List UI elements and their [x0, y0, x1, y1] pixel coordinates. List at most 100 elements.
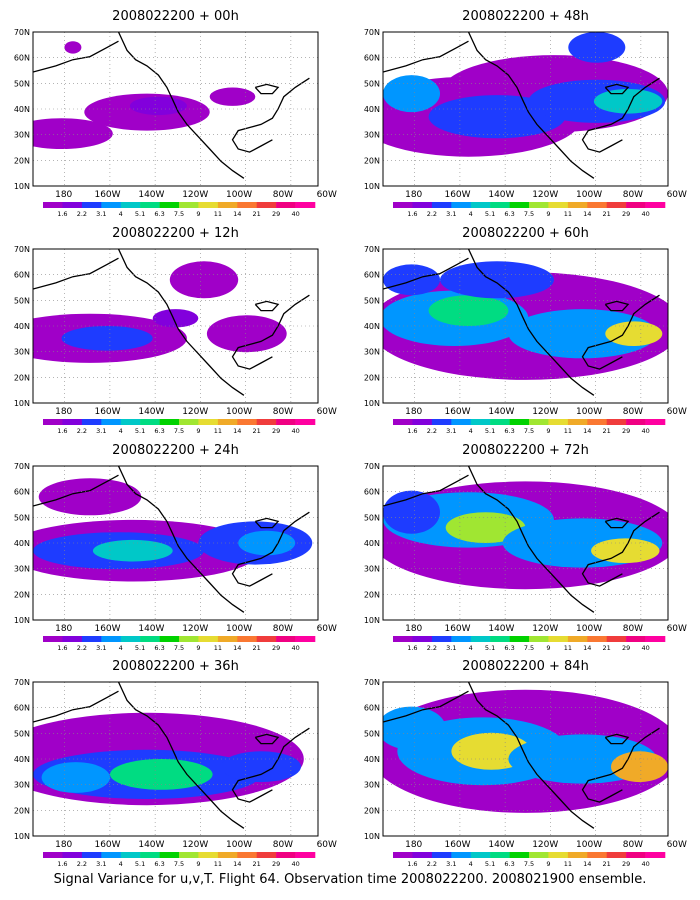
colorbar-label: 4 — [119, 427, 123, 435]
figure-caption: Signal Variance for u,v,T. Flight 64. Ob… — [53, 872, 647, 887]
colorbar-label: 7.5 — [524, 860, 534, 868]
colorbar-swatch — [529, 852, 549, 858]
longitude-label: 80W — [273, 190, 293, 200]
longitude-label: 80W — [623, 840, 643, 850]
colorbar-swatch — [509, 419, 530, 425]
colorbar-swatch — [217, 636, 238, 642]
latitude-label: 30N — [14, 565, 30, 574]
latitude-label: 40N — [364, 105, 380, 114]
variance-contour — [383, 490, 440, 534]
colorbar-swatch — [140, 202, 160, 208]
colorbar-label: 40 — [641, 644, 649, 652]
coastline-segment — [383, 690, 469, 723]
variance-contour — [611, 751, 668, 783]
coastline — [33, 466, 310, 613]
colorbar-swatch — [120, 852, 141, 858]
colorbar-label: 11 — [564, 860, 572, 868]
colorbar-swatch — [276, 202, 296, 208]
latitude-label: 60N — [364, 704, 380, 713]
latitude-label: 10N — [364, 616, 380, 625]
colorbar-label: 40 — [291, 860, 299, 868]
longitude-label: 180 — [405, 190, 422, 200]
longitude-label: 100W — [576, 624, 602, 634]
graticule — [383, 249, 668, 403]
colorbar-label: 9 — [196, 210, 200, 218]
colorbar-swatch — [43, 202, 63, 208]
latitude-label: 30N — [364, 131, 380, 140]
colorbar-label: 3.1 — [446, 210, 456, 218]
longitude-label: 140W — [488, 190, 514, 200]
map-frame — [382, 681, 669, 837]
colorbar-label: 14 — [233, 427, 241, 435]
colorbar-label: 14 — [583, 860, 591, 868]
colorbar-swatch — [645, 202, 666, 208]
latitude-label: 10N — [14, 616, 30, 625]
longitude-label: 140W — [488, 840, 514, 850]
latitude-label: 20N — [364, 590, 380, 599]
longitude-label: 160W — [94, 407, 120, 417]
variance-contour — [508, 309, 657, 359]
colorbar-swatch — [451, 419, 471, 425]
colorbar-label: 40 — [291, 210, 299, 218]
longitude-label: 120W — [182, 190, 208, 200]
latitude-label: 30N — [14, 348, 30, 357]
colorbar: 1.6 2.2 3.1 4 5.1 6.3 7.5 9 11 14 21 29 40 — [43, 852, 316, 868]
colorbar-label: 40 — [291, 427, 299, 435]
colorbar-swatch — [509, 202, 530, 208]
colorbar-label: 7.5 — [524, 427, 534, 435]
colorbar-swatch — [470, 636, 491, 642]
latitude-label: 40N — [364, 755, 380, 764]
colorbar-label: 6.3 — [504, 427, 514, 435]
colorbar-swatch — [256, 636, 277, 642]
colorbar-label: 1.6 — [407, 427, 417, 435]
colorbar-swatch — [179, 419, 199, 425]
latitude-label: 60N — [364, 488, 380, 497]
longitude-label: 140W — [138, 407, 164, 417]
colorbar-label: 4 — [469, 210, 473, 218]
variance-contour — [92, 539, 173, 562]
longitude-label: 140W — [138, 840, 164, 850]
longitude-label: 60W — [667, 190, 687, 200]
colorbar-label: 1.6 — [57, 427, 67, 435]
longitude-label: 60W — [317, 407, 337, 417]
colorbar-swatch — [470, 202, 491, 208]
colorbar-label: 14 — [583, 644, 591, 652]
coastline — [383, 682, 660, 829]
latitude-label: 10N — [364, 182, 380, 191]
coastline-segment — [231, 511, 310, 587]
colorbar-swatch — [295, 852, 316, 858]
longitude-label: 60W — [317, 624, 337, 634]
colorbar-label: 21 — [253, 644, 261, 652]
latitude-label: 60N — [14, 488, 30, 497]
colorbar-label: 9 — [196, 427, 200, 435]
colorbar-label: 9 — [546, 860, 550, 868]
colorbar-swatch — [62, 636, 83, 642]
colorbar-swatch — [140, 419, 160, 425]
longitude-label: 120W — [182, 407, 208, 417]
colorbar-swatch — [626, 852, 646, 858]
map-frame — [32, 248, 319, 404]
colorbar-label: 7.5 — [174, 860, 184, 868]
colorbar-label: 3.1 — [96, 210, 106, 218]
panel-title: 2008022200 + 72h — [462, 443, 589, 458]
colorbar-swatch — [451, 636, 471, 642]
variance-contour — [206, 315, 287, 353]
colorbar-swatch — [490, 202, 510, 208]
colorbar-swatch — [256, 852, 277, 858]
coastline-segment — [581, 294, 660, 370]
panel-title: 2008022200 + 00h — [112, 9, 239, 24]
colorbar-label: 3.1 — [446, 427, 456, 435]
longitude-label: 140W — [488, 624, 514, 634]
colorbar-label: 5.1 — [485, 860, 495, 868]
latitude-label: 50N — [14, 729, 30, 738]
latitude-label: 20N — [14, 806, 30, 815]
map-panel: 2008022200 + 84h 70N 60N 50N 40N 30N 20N 10N 180… — [364, 659, 687, 868]
colorbar-label: 11 — [214, 860, 222, 868]
coastline-segment — [33, 40, 119, 73]
colorbar-swatch — [529, 419, 549, 425]
colorbar-swatch — [101, 202, 121, 208]
colorbar-label: 1.6 — [57, 644, 67, 652]
longitude-label: 100W — [576, 407, 602, 417]
colorbar-swatch — [587, 202, 607, 208]
colorbar-swatch — [237, 202, 257, 208]
